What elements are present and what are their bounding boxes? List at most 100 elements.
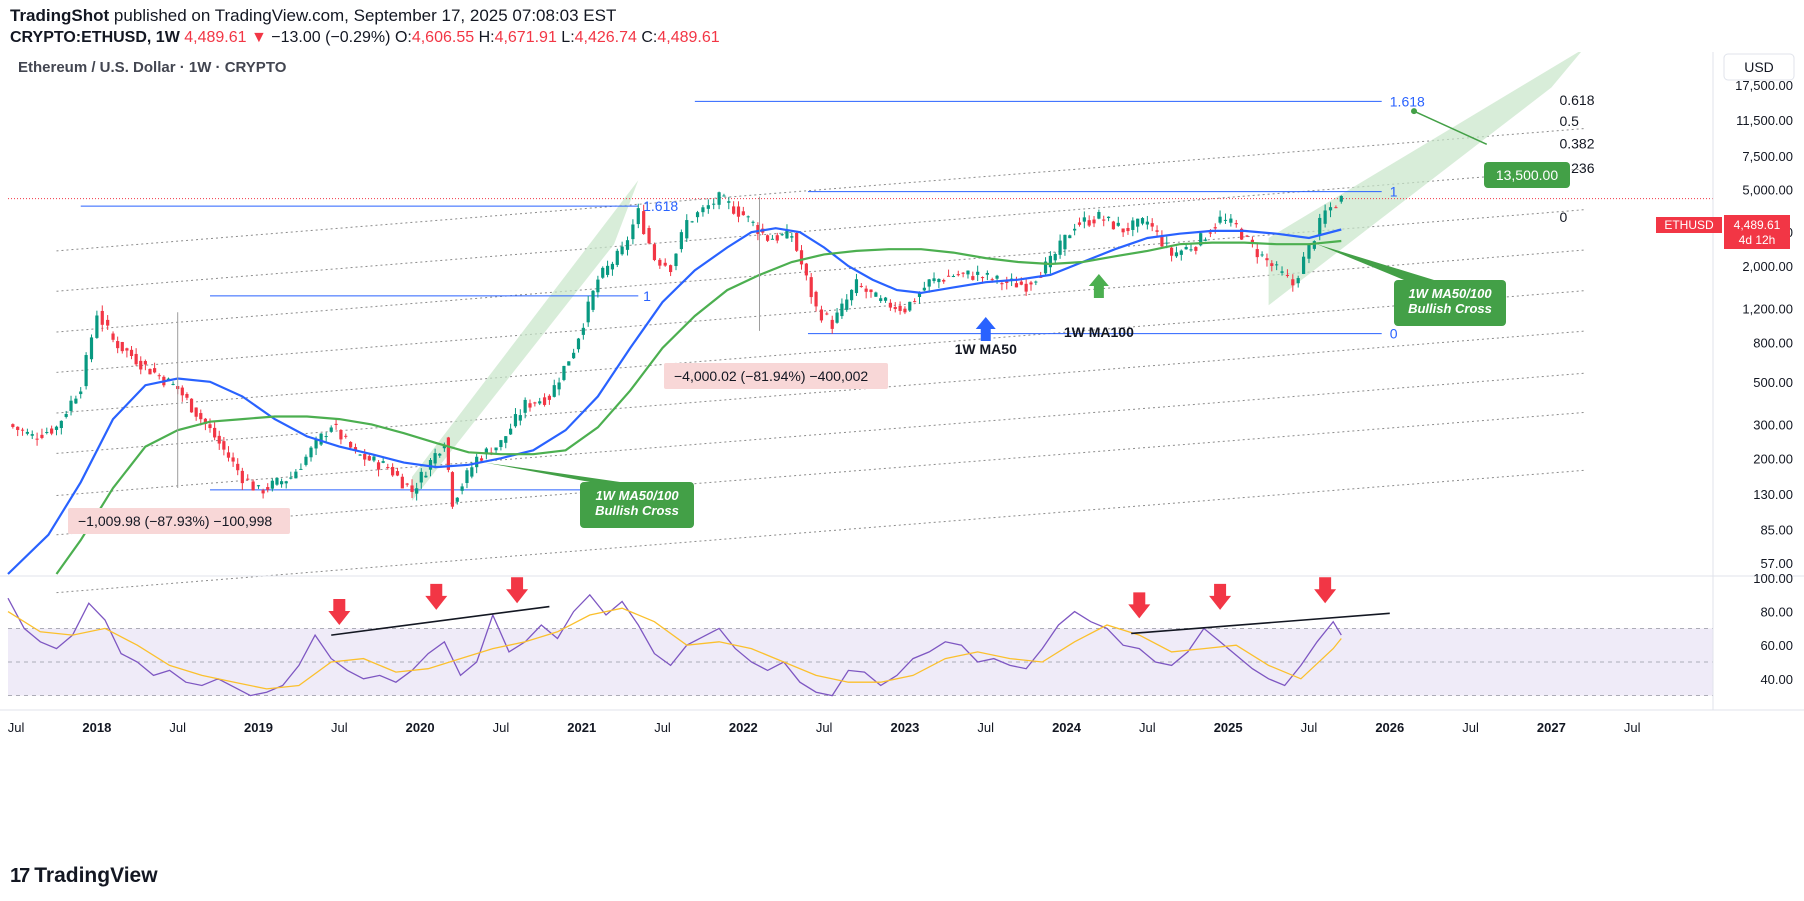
candle-body [1043,261,1048,274]
candle-body [400,476,404,489]
candle-body [74,398,78,404]
candle-body [591,290,595,310]
candle-body [674,253,678,267]
candle-body [850,289,854,301]
candle-body [1150,223,1154,227]
time-axis-tick: Jul [1301,720,1318,735]
channel-line [56,412,1584,536]
green-channels [412,52,1582,501]
fib-2022-label: 1 [1390,184,1398,200]
candle-body [171,383,175,385]
currency-button[interactable]: USD [1723,53,1795,81]
measure-box [68,508,290,534]
candle-body [809,277,813,298]
candle-body [835,312,839,323]
candle-body [157,375,161,377]
tradingview-logo[interactable]: 17 TradingView [10,864,158,888]
ma100-arrow-label: 1W MA100 [1064,324,1134,340]
candle-body [129,349,134,356]
candle-body [1102,219,1106,221]
close-label: C: [641,29,658,46]
symbol-label[interactable]: CRYPTO:ETHUSD, 1W [10,29,180,46]
candle-body [528,403,532,408]
callout-label: 1W MA50/100 Bullish Cross [595,488,679,518]
price-axis-tick: 11,500.00 [1736,113,1793,128]
candle-body [45,432,49,434]
candle-body [1208,232,1212,234]
rsi-axis-tick: 40.00 [1760,672,1793,687]
channel-level-label: 0.5 [1559,113,1579,129]
candle-body [765,235,770,241]
candle-body [1174,252,1179,257]
candle-body [1240,228,1244,240]
candle-body [20,429,25,431]
candle-body [35,438,39,440]
rsi-line [7,593,1342,697]
candle-body [251,481,255,491]
ohlc-header: CRYPTO:ETHUSD, 1W 4,489.61 ▼ −13.00 (−0.… [10,29,720,47]
candle-body [717,192,721,205]
candle-body [1234,223,1238,225]
candle-body [275,477,279,485]
candle-body [30,434,34,436]
time-axis-tick: 2025 [1214,720,1243,735]
candle-body [148,368,152,375]
candle-body [1323,210,1327,224]
time-axis-tick: Jul [8,720,25,735]
candle-body [64,414,68,417]
open-value: 4,606.55 [411,29,475,46]
candle-body [120,341,124,352]
price-tag: ETHUSD 4,489.61 4d 12h [1656,215,1790,249]
candle-body [572,352,576,359]
time-axis-tick: Jul [977,720,994,735]
candle-body [795,232,799,251]
rsi-signal-arrow-icon [425,583,448,610]
ma50-arrow-icon [975,317,996,341]
candle-body [266,487,270,490]
time-axis-tick: Jul [493,720,510,735]
candle-body [386,466,390,468]
rsi-band [8,628,1713,696]
time-axis-tick: 2018 [82,720,111,735]
channel-level-label: 0.382 [1559,135,1594,151]
candle-body [1082,217,1086,222]
rsi-signal-arrow-icon [1209,583,1232,610]
candle-body [213,427,217,438]
candle-body [631,224,635,240]
candle-body [460,486,464,491]
author-name[interactable]: TradingShot [10,6,110,25]
time-axis-tick: Jul [654,720,671,735]
candle-body [1170,247,1174,256]
candle-body [615,250,619,265]
candle-body [1312,241,1316,249]
candle-body [903,308,907,313]
candle-body [319,433,323,445]
candle-body [966,270,970,275]
candle-body [971,276,975,280]
fib-2018-label: 1 [643,288,651,304]
candle-body [864,288,868,292]
candle-body [1213,227,1217,229]
target-box [1484,162,1570,188]
candle-body [79,391,83,395]
candle-body [289,477,293,479]
candle-body [1285,274,1290,277]
candle-body [874,292,878,297]
candle-body [695,212,700,218]
candle-body [770,238,775,240]
candle-body [547,395,551,400]
candle-body [620,246,624,255]
candle-body [494,447,498,451]
candle-body [1270,263,1274,267]
candle-body [438,453,442,456]
candle-body [95,315,99,338]
candle-body [324,436,328,438]
candle-body [299,468,303,470]
rsi-ma-line [7,607,1342,690]
candle-body [284,481,288,484]
candle-body [814,291,818,307]
price-axis-tick: 57.00 [1760,556,1793,571]
target-dot [1411,108,1418,115]
candle-body [314,439,318,449]
